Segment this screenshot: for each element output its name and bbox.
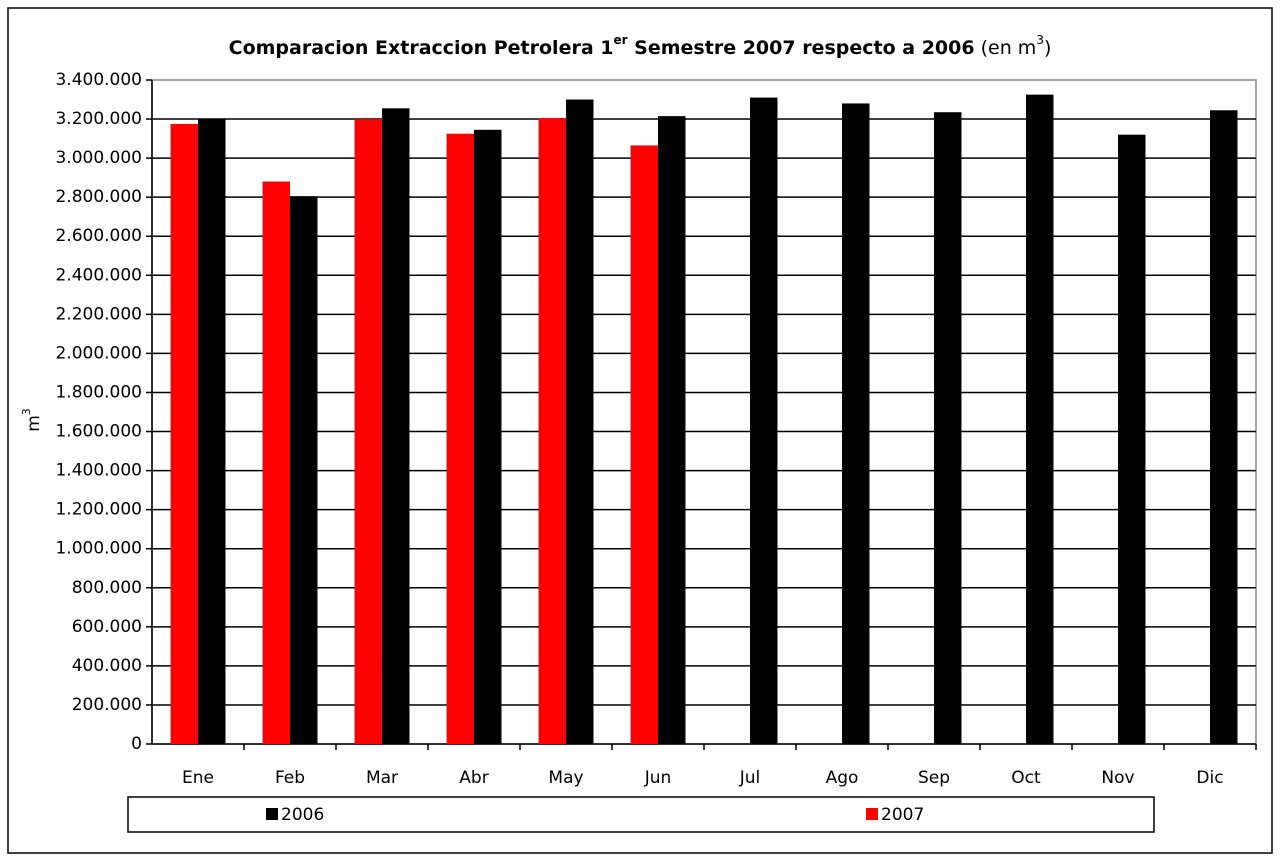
y-tick-label: 600.000 <box>72 617 142 637</box>
y-label-part: m <box>24 415 44 432</box>
bar <box>290 196 318 744</box>
y-tick-label: 1.600.000 <box>55 422 142 442</box>
legend-label: 2006 <box>281 805 324 825</box>
title-part: ) <box>1044 37 1051 59</box>
title-part: (en m <box>975 37 1037 59</box>
bar <box>750 97 778 744</box>
chart-title: Comparacion Extraccion Petrolera 1er Sem… <box>229 33 1052 59</box>
bar <box>170 123 198 745</box>
x-tick-label: Sep <box>918 768 950 788</box>
y-tick-label: 1.200.000 <box>55 500 142 520</box>
bar <box>1118 134 1146 744</box>
bar <box>262 181 290 744</box>
x-tick-label: Feb <box>275 768 305 788</box>
x-tick-label: May <box>548 768 583 788</box>
x-tick-label: Ene <box>182 768 214 788</box>
legend-box <box>127 796 1155 833</box>
bar <box>198 119 226 744</box>
legend-swatch <box>866 808 878 820</box>
bar <box>1026 94 1054 745</box>
bar <box>630 145 658 744</box>
bar <box>474 129 502 745</box>
y-tick-label: 200.000 <box>72 695 142 715</box>
bar <box>1210 110 1238 745</box>
x-tick-label: Abr <box>459 768 488 788</box>
bar <box>658 116 686 745</box>
y-tick-label: 2.800.000 <box>55 187 142 207</box>
x-tick-label: Dic <box>1196 768 1223 788</box>
y-tick-label: 3.200.000 <box>55 109 142 129</box>
x-tick-label: Jul <box>739 768 761 788</box>
y-tick-label: 1.800.000 <box>55 382 142 402</box>
y-tick-label: 2.200.000 <box>55 304 142 324</box>
x-tick-label: Jun <box>644 768 672 788</box>
bar <box>842 103 870 744</box>
y-label-part: 3 <box>20 408 33 415</box>
y-tick-label: 400.000 <box>72 656 142 676</box>
title-part: er <box>614 33 628 47</box>
x-tick-label: Ago <box>826 768 859 788</box>
bar <box>538 118 566 745</box>
y-tick-label: 0 <box>131 734 142 754</box>
y-tick-label: 2.600.000 <box>55 226 142 246</box>
legend-label: 2007 <box>881 805 924 825</box>
y-tick-label: 1.400.000 <box>55 461 142 481</box>
x-tick-label: Oct <box>1011 768 1041 788</box>
y-tick-label: 1.000.000 <box>55 539 142 559</box>
bar <box>446 133 474 745</box>
y-tick-label: 800.000 <box>72 578 142 598</box>
bar <box>382 108 410 745</box>
x-tick-label: Mar <box>366 768 398 788</box>
bar <box>354 119 382 744</box>
title-part: Comparacion Extraccion Petrolera 1 <box>229 37 614 59</box>
bar <box>934 112 962 745</box>
y-tick-label: 2.000.000 <box>55 343 142 363</box>
title-part: Semestre 2007 respecto a 2006 <box>628 37 975 59</box>
y-tick-label: 2.400.000 <box>55 265 142 285</box>
y-tick-label: 3.000.000 <box>55 148 142 168</box>
title-part: 3 <box>1036 33 1044 47</box>
x-tick-label: Nov <box>1101 768 1134 788</box>
bar <box>566 99 594 744</box>
y-tick-label: 3.400.000 <box>55 70 142 90</box>
y-axis-label: m3 <box>20 408 44 432</box>
legend-swatch <box>266 808 278 820</box>
